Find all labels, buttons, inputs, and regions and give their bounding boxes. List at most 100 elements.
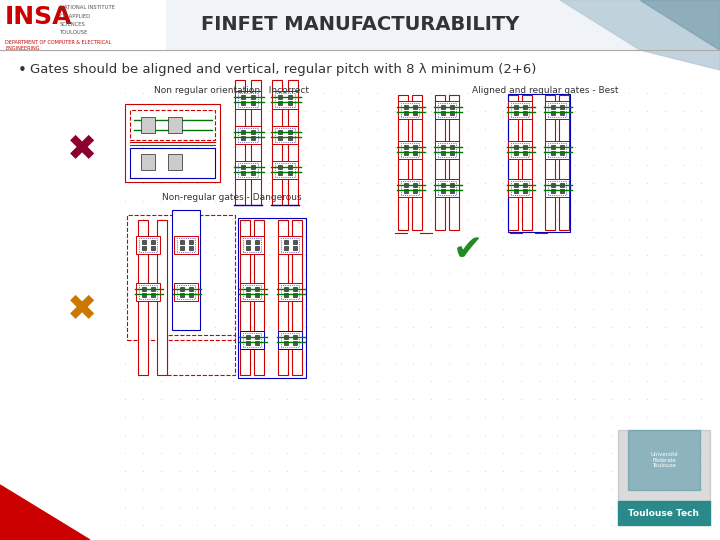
Bar: [398, 141, 422, 159]
Bar: [449, 95, 459, 230]
Text: Université
Fédérale
Toulouse: Université Fédérale Toulouse: [650, 451, 678, 468]
Bar: [177, 285, 195, 299]
Bar: [243, 238, 261, 252]
Bar: [281, 238, 299, 252]
Bar: [241, 171, 245, 175]
Bar: [288, 95, 292, 99]
Bar: [559, 145, 564, 149]
Bar: [403, 151, 408, 154]
Bar: [254, 220, 264, 375]
Bar: [523, 145, 526, 149]
Bar: [548, 103, 566, 117]
Bar: [136, 283, 160, 301]
Bar: [284, 335, 287, 339]
Bar: [254, 293, 258, 296]
Bar: [246, 287, 250, 291]
Bar: [157, 220, 167, 375]
Bar: [292, 246, 297, 249]
Bar: [238, 218, 306, 378]
Bar: [413, 145, 416, 149]
Bar: [545, 141, 569, 159]
Bar: [272, 91, 298, 109]
Bar: [438, 143, 456, 157]
Bar: [251, 165, 255, 170]
Bar: [523, 105, 526, 109]
Bar: [278, 331, 302, 349]
Text: OF APPLIED: OF APPLIED: [60, 14, 90, 18]
Bar: [292, 220, 302, 375]
Bar: [513, 105, 518, 109]
Text: TOULOUSE: TOULOUSE: [60, 30, 89, 36]
Bar: [241, 165, 245, 170]
Bar: [278, 220, 288, 375]
Bar: [511, 143, 529, 157]
Bar: [628, 430, 700, 490]
Bar: [403, 145, 408, 149]
Bar: [398, 179, 422, 197]
Text: DEPARTMENT OF COMPUTER & ELECTRICAL: DEPARTMENT OF COMPUTER & ELECTRICAL: [5, 40, 112, 45]
Bar: [150, 287, 155, 291]
Polygon shape: [640, 0, 720, 50]
Text: ✔: ✔: [453, 233, 483, 267]
Bar: [522, 95, 532, 230]
Bar: [254, 335, 258, 339]
Bar: [441, 111, 444, 114]
Bar: [292, 335, 297, 339]
Bar: [139, 238, 157, 252]
Bar: [240, 283, 264, 301]
Bar: [618, 501, 710, 525]
Bar: [284, 341, 287, 345]
Bar: [142, 240, 145, 244]
Bar: [174, 236, 198, 254]
Bar: [127, 215, 235, 340]
Bar: [141, 154, 155, 170]
Bar: [241, 136, 245, 140]
Bar: [412, 95, 422, 230]
Bar: [435, 95, 445, 230]
Bar: [246, 240, 250, 244]
Bar: [413, 183, 416, 187]
Bar: [141, 117, 155, 133]
Bar: [240, 220, 250, 375]
Bar: [251, 95, 255, 99]
Bar: [254, 240, 258, 244]
Bar: [275, 93, 294, 107]
Bar: [168, 154, 182, 170]
Bar: [125, 104, 220, 182]
Bar: [559, 188, 564, 193]
Bar: [523, 111, 526, 114]
Bar: [246, 335, 250, 339]
Bar: [281, 285, 299, 299]
Text: Aligned and regular gates - Best: Aligned and regular gates - Best: [472, 86, 618, 95]
Bar: [449, 105, 454, 109]
Bar: [241, 130, 245, 134]
Bar: [559, 183, 564, 187]
Bar: [189, 246, 192, 249]
Bar: [438, 181, 456, 195]
Bar: [240, 331, 264, 349]
Bar: [292, 287, 297, 291]
Bar: [179, 246, 184, 249]
Bar: [278, 136, 282, 140]
Bar: [235, 126, 261, 144]
Bar: [130, 148, 215, 178]
Bar: [241, 95, 245, 99]
Bar: [278, 165, 282, 170]
Bar: [449, 111, 454, 114]
Bar: [449, 183, 454, 187]
Bar: [511, 181, 529, 195]
Bar: [189, 240, 192, 244]
Bar: [545, 179, 569, 197]
Bar: [272, 126, 298, 144]
Bar: [449, 151, 454, 154]
Bar: [168, 117, 182, 133]
Bar: [254, 246, 258, 249]
Bar: [438, 103, 456, 117]
Bar: [441, 105, 444, 109]
Bar: [142, 246, 145, 249]
Bar: [284, 246, 287, 249]
Bar: [513, 145, 518, 149]
Bar: [243, 333, 261, 347]
Bar: [246, 293, 250, 296]
Bar: [130, 110, 215, 140]
